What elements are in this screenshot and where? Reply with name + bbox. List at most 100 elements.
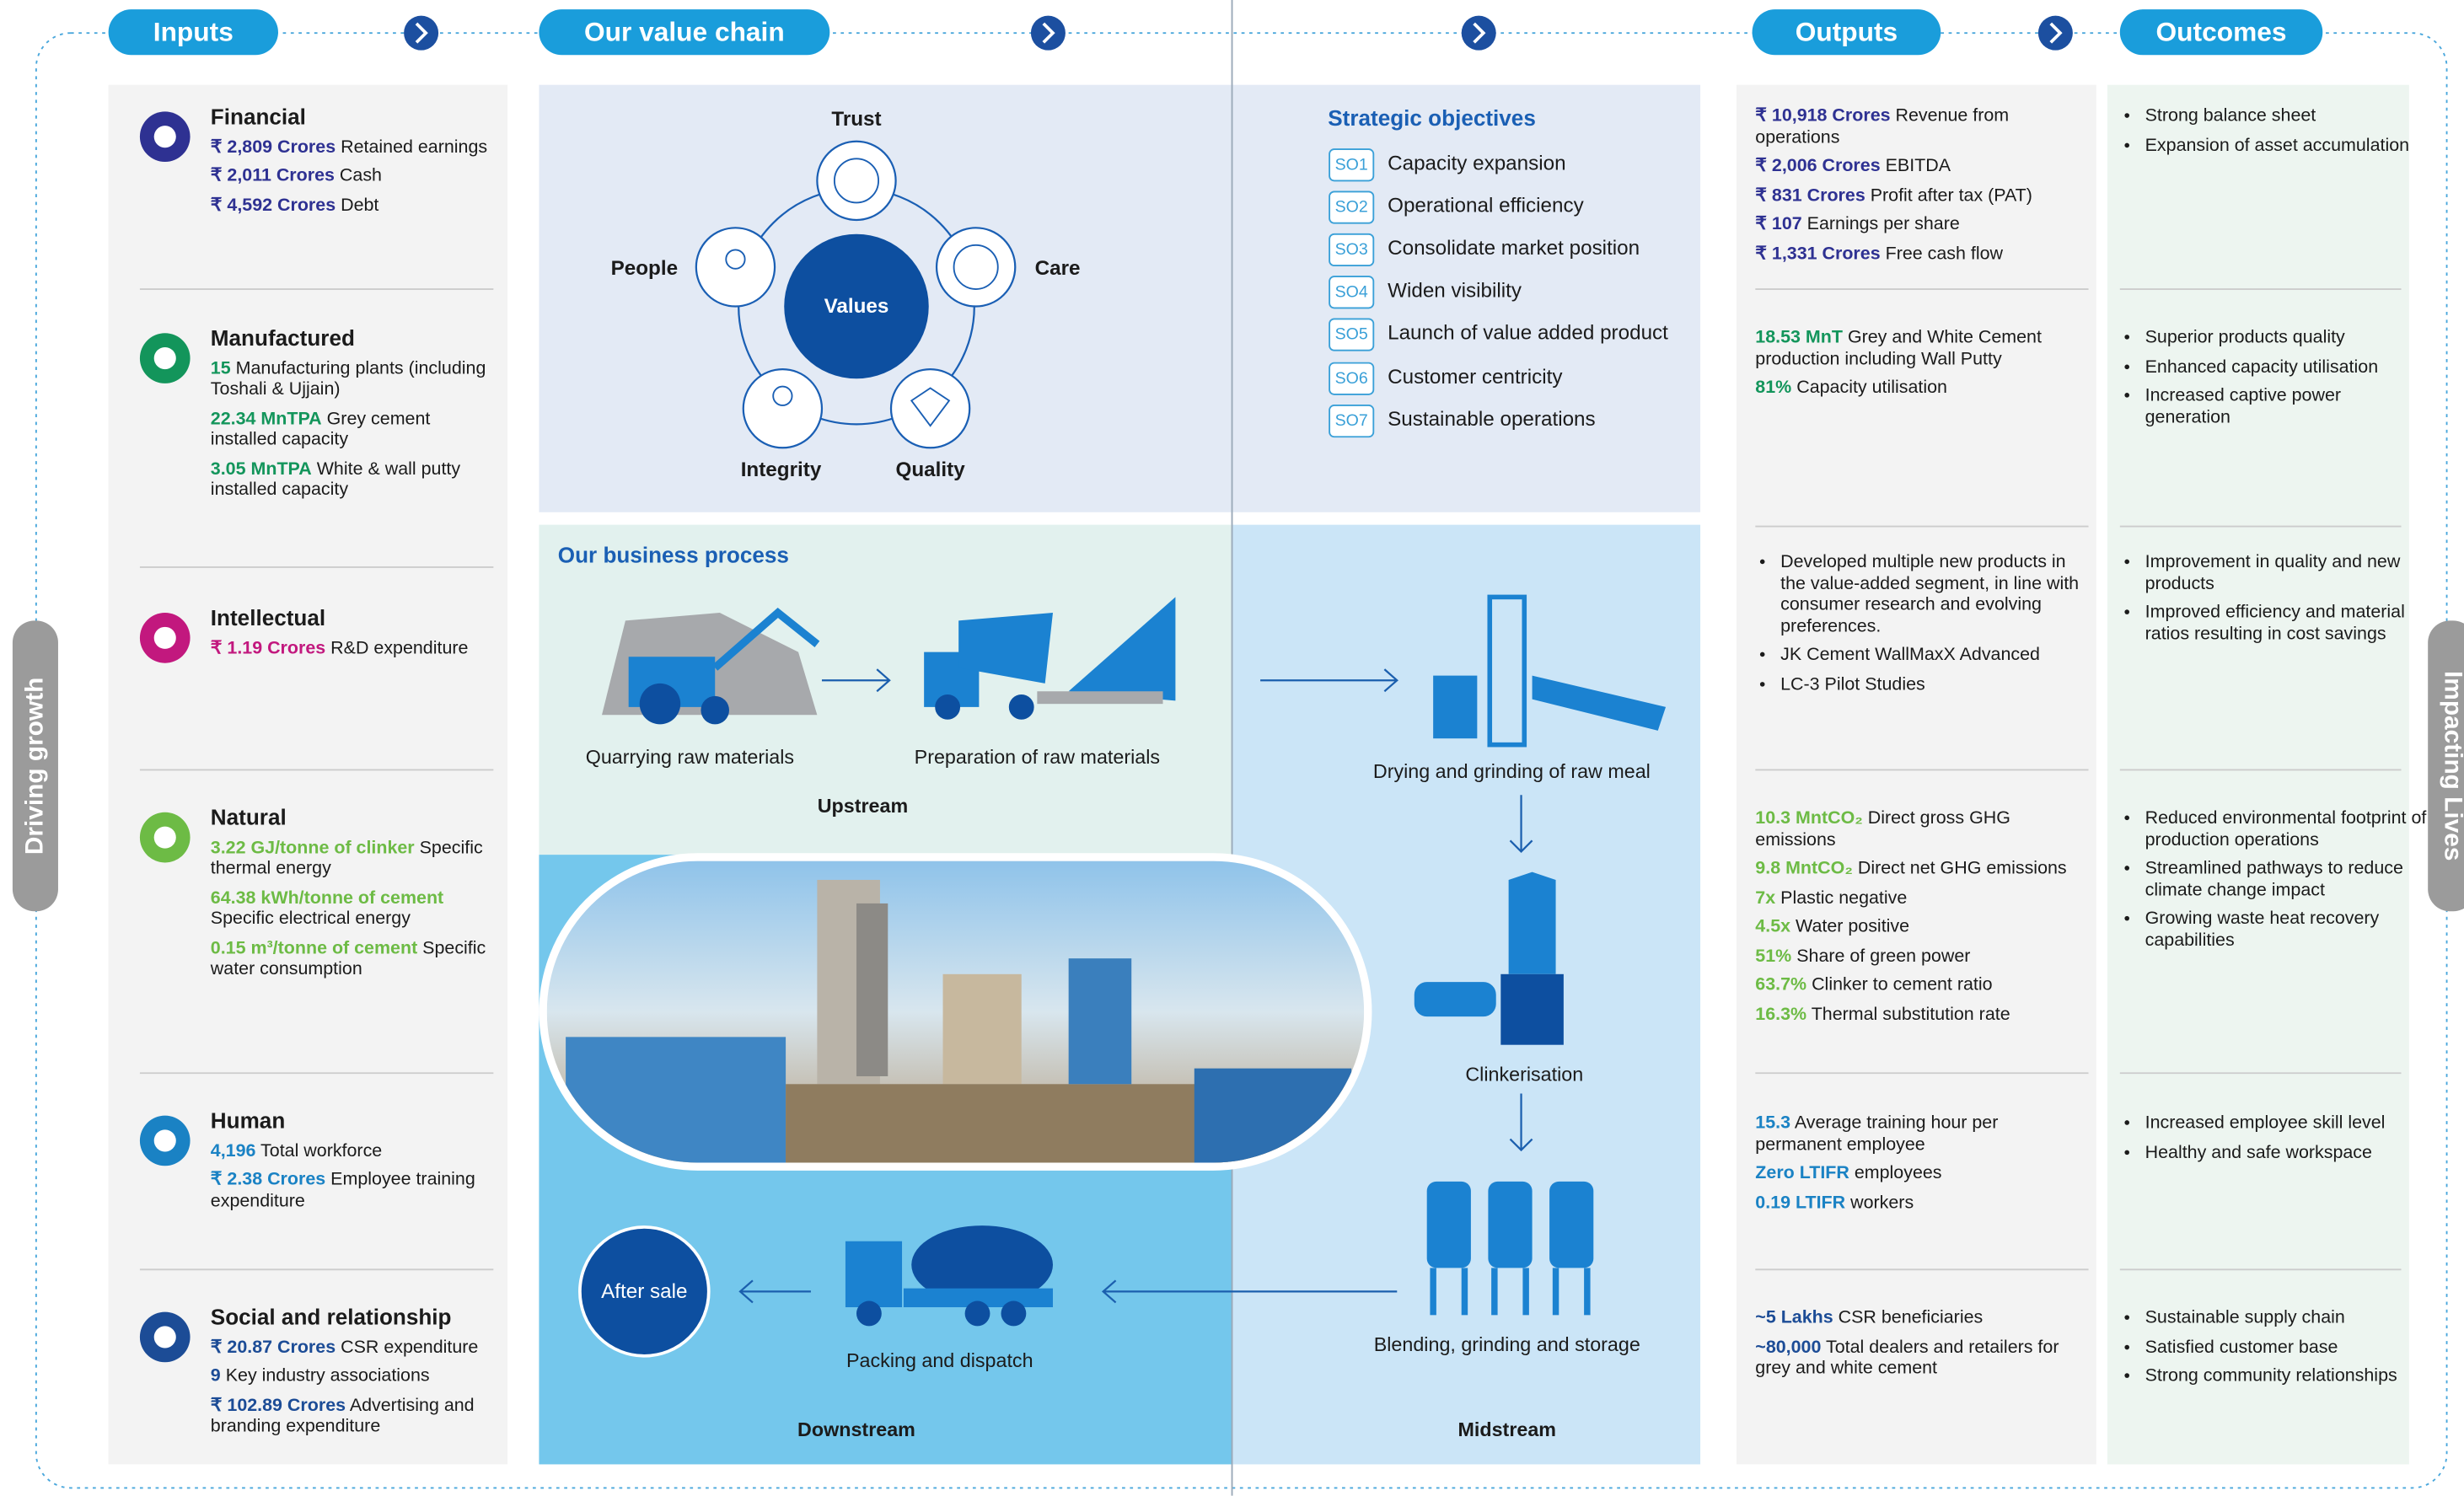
input-value: ₹ 4,592 Crores [211,196,336,214]
input-item: 64.38 kWh/tonne of cement Specific elect… [211,888,491,930]
outcome-bullet: Expansion of asset accumulation [2145,136,2429,157]
background [0,0,2464,1496]
output-item: 63.7% Clinker to cement ratio [1755,976,2069,997]
output-value: 16.3% [1755,1005,1806,1023]
value-label: Trust [831,109,881,131]
side-label: Impacting Lives [2428,620,2464,911]
outcome-bullet: Sustainable supply chain [2145,1309,2429,1330]
input-section: Social and relationship ₹ 20.87 Crores CS… [211,1307,491,1439]
output-text: Free cash flow [1886,244,2003,263]
input-item: 3.05 MnTPA White & wall putty installed … [211,459,491,501]
input-title: Intellectual [211,608,491,629]
so-text: Operational efficiency [1388,195,1584,217]
output-bullet: Developed multiple new products in the v… [1780,553,2087,638]
so-code: SO1 [1329,154,1373,176]
outcome-bullet: Strong community relationships [2145,1367,2429,1388]
outcome-bullet: Increased captive power generation [2145,387,2429,429]
so-code: SO4 [1329,282,1373,303]
input-title: Social and relationship [211,1307,491,1328]
outcome-bullet: Improvement in quality and new products [2145,553,2429,595]
outcome-bullets: Superior products qualityEnhanced capaci… [2120,329,2428,437]
output-value: 18.53 MnT [1755,329,1843,347]
header-pill: Inputs [109,9,278,55]
outcome-bullet: Satisfied customer base [2145,1338,2429,1359]
input-text: Total workforce [260,1141,382,1160]
output-item: 16.3% Thermal substitution rate [1755,1005,2069,1026]
output-item: 51% Share of green power [1755,946,2069,968]
input-value: 15 [211,359,231,378]
side-label: Driving growth [13,620,58,911]
output-text: Earnings per share [1807,215,1960,233]
input-item: ₹ 1.19 Crores R&D expenditure [211,639,491,660]
input-value: ₹ 20.87 Crores [211,1338,336,1356]
so-text: Consolidate market position [1388,237,1640,259]
input-item: 4,196 Total workforce [211,1141,491,1162]
input-icon-glyph [154,126,176,147]
output-item: Zero LTIFR employees [1755,1164,2069,1185]
outcome-bullet: Improved efficiency and material ratios … [2145,603,2429,646]
input-text: CSR expenditure [341,1338,478,1356]
header-pill: Outcomes [2120,9,2322,55]
outcome-bullet: Reduced environmental footprint of produ… [2145,809,2429,851]
input-value: 64.38 kWh/tonne of cement [211,888,443,907]
input-value: ₹ 102.89 Crores [211,1396,346,1414]
input-value: 3.22 GJ/tonne of clinker [211,839,415,857]
input-value: ₹ 2.38 Crores [211,1171,325,1189]
so-code: SO5 [1329,324,1373,346]
input-item: ₹ 2,809 Crores Retained earnings [211,137,491,158]
output-value: ₹ 1,331 Crores [1755,244,1880,263]
header-pill: Outputs [1753,9,1941,55]
output-item: 4.5x Water positive [1755,918,2069,939]
so-code: SO3 [1329,239,1373,260]
output-item: 81% Capacity utilisation [1755,378,2069,399]
input-icon-glyph [154,827,176,849]
output-item: ₹ 10,918 Crores Revenue from operations [1755,107,2069,149]
process-title: Our business process [558,544,789,566]
process-step: Preparation of raw materials [915,746,1160,768]
input-item: ₹ 2,011 Crores Cash [211,167,491,188]
output-value: Zero LTIFR [1755,1164,1849,1182]
value-label: Quality [896,458,965,480]
input-item: 3.22 GJ/tonne of clinker Specific therma… [211,839,491,881]
input-item: ₹ 102.89 Crores Advertising and branding… [211,1396,491,1438]
input-title: Manufactured [211,329,491,350]
output-item: 15.3 Average training hour per permanent… [1755,1114,2069,1156]
output-item: 10.3 MntCO₂ Direct gross GHG emissions [1755,809,2069,851]
output-value: ₹ 10,918 Crores [1755,107,1890,126]
output-text: EBITDA [1886,157,1951,175]
output-item: ₹ 831 Crores Profit after tax (PAT) [1755,186,2069,207]
input-icon-glyph [154,627,176,649]
output-text: Clinker to cement ratio [1812,976,1992,995]
output-item: ~80,000 Total dealers and retailers for … [1755,1338,2069,1380]
stage-label: Downstream [797,1418,915,1440]
output-item: ₹ 107 Earnings per share [1755,215,2069,236]
so-text: Capacity expansion [1388,153,1566,174]
outcome-bullet: Healthy and safe workspace [2145,1143,2429,1164]
outcome-bullets: Sustainable supply chain Satisfied custom… [2120,1309,2428,1396]
input-value: 22.34 MnTPA [211,410,322,428]
output-text: Share of green power [1796,946,1970,965]
output-item: 7x Plastic negative [1755,888,2069,909]
so-text: Launch of value added product [1388,322,1668,344]
output-bullet: JK Cement WallMaxX Advanced [1780,646,2087,667]
output-item: ₹ 2,006 Crores EBITDA [1755,157,2069,178]
output-value: 7x [1755,888,1775,907]
input-text: Cash [340,167,382,185]
input-icon-glyph [154,1326,176,1348]
input-text: Manufacturing plants (including Toshali … [211,359,486,399]
input-title: Financial [211,107,491,128]
output-item: 0.19 LTIFR workers [1755,1193,2069,1214]
stage-label: Midstream [1457,1418,1556,1440]
process-step: Drying and grinding of raw meal [1373,760,1651,782]
output-text: Direct net GHG emissions [1858,860,2067,878]
input-section: Manufactured 15 Manufacturing plants (inc… [211,329,491,502]
output-value: 10.3 MntCO₂ [1755,809,1862,828]
output-text: Water positive [1796,918,1909,936]
input-item: 9 Key industry associations [211,1367,491,1388]
input-text: Specific electrical energy [211,909,411,928]
outcome-bullets: Improvement in quality and new products I… [2120,553,2428,653]
output-section: ~5 Lakhs CSR beneficiaries~80,000 Total … [1755,1309,2069,1381]
output-text: Plastic negative [1780,888,1907,907]
